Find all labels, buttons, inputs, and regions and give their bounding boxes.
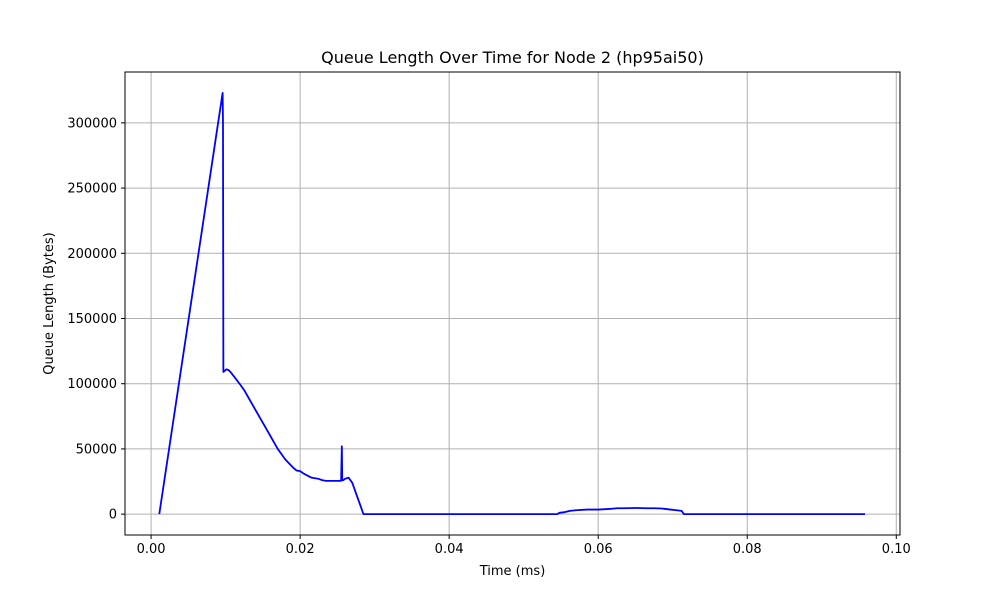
x-tick-label: 0.10 [882, 542, 911, 557]
x-axis-label: Time (ms) [479, 564, 546, 579]
y-tick-label: 250000 [67, 182, 117, 197]
x-tick-label: 0.06 [584, 542, 613, 557]
series-layer [158, 91, 865, 516]
y-tick-label: 100000 [67, 377, 117, 392]
x-tick-label: 0.00 [137, 542, 166, 557]
x-axis: 0.00 0.02 0.04 0.06 0.08 0.10 [137, 535, 911, 557]
y-axis-label: Queue Length (Bytes) [42, 232, 57, 374]
series-line [158, 91, 865, 516]
y-tick-label: 0 [109, 508, 117, 523]
y-tick-label: 200000 [67, 247, 117, 262]
y-tick-label: 300000 [67, 116, 117, 131]
plot-frame [124, 71, 901, 536]
y-axis: 0 50000 100000 150000 200000 250000 300000 [67, 116, 125, 523]
y-tick-label: 150000 [67, 312, 117, 327]
x-tick-label: 0.02 [286, 542, 315, 557]
chart-title: Queue Length Over Time for Node 2 (hp95a… [321, 48, 704, 67]
x-tick-label: 0.08 [733, 542, 762, 557]
x-tick-label: 0.04 [435, 542, 464, 557]
y-tick-label: 50000 [76, 442, 117, 457]
grid [125, 72, 900, 535]
